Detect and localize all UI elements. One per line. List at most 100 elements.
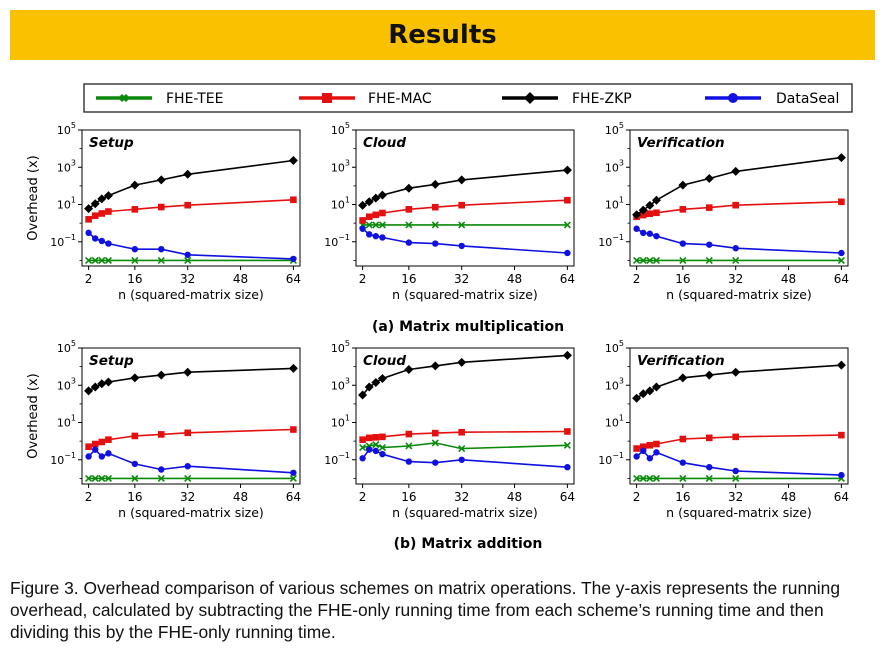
y-tick-label: 103	[331, 158, 350, 174]
x-tick-label: 48	[507, 490, 522, 504]
data-point	[365, 221, 373, 229]
data-point	[131, 256, 139, 264]
data-point	[653, 232, 660, 240]
series-dataseal	[633, 225, 845, 257]
data-point	[158, 245, 165, 253]
series-fhe-tee	[85, 474, 297, 482]
series-dataseal	[85, 229, 297, 263]
data-point	[290, 469, 297, 476]
data-point	[365, 213, 373, 221]
y-tick-label: 101	[605, 414, 624, 430]
data-point	[104, 474, 112, 482]
x-tick-label: 16	[127, 490, 142, 504]
x-tick-label: 16	[401, 272, 416, 286]
data-point	[632, 210, 642, 220]
data-point	[431, 221, 439, 229]
plot-frame	[81, 347, 301, 485]
data-point	[377, 374, 387, 384]
data-point	[704, 173, 714, 183]
x-tick-label: 32	[454, 490, 469, 504]
data-point	[359, 444, 367, 452]
data-point	[372, 211, 380, 219]
data-point	[653, 449, 660, 456]
data-point	[646, 441, 654, 449]
data-point	[652, 256, 660, 264]
series-line	[362, 169, 568, 207]
results-banner: Results	[10, 10, 875, 60]
x-tick-label: 64	[560, 272, 575, 286]
data-point	[646, 210, 654, 218]
data-point	[645, 200, 655, 210]
data-point	[679, 256, 687, 264]
data-point	[105, 436, 112, 443]
data-point	[105, 450, 112, 457]
data-point	[98, 438, 106, 446]
x-tick-label: 64	[286, 272, 301, 286]
data-point	[359, 217, 366, 224]
data-point	[732, 201, 739, 209]
data-point	[563, 441, 571, 449]
data-point	[97, 194, 107, 204]
panel-mult-verification: 105 103 101 10−1 2 16 32 48 64 n (squared-matrix …	[598, 121, 849, 302]
plot-frame	[355, 347, 575, 485]
data-point	[105, 240, 112, 247]
data-point	[633, 453, 640, 460]
data-point	[184, 251, 191, 258]
data-point	[156, 370, 166, 380]
y-tick-label: 101	[605, 196, 624, 212]
data-point	[653, 209, 660, 217]
series-fhe-zkp	[84, 156, 298, 214]
plot-frame	[355, 129, 575, 267]
data-point	[90, 199, 100, 209]
data-point	[288, 156, 298, 166]
y-axis-label: Overhead (x)	[26, 373, 41, 458]
panel-title: Setup	[89, 353, 134, 369]
data-point	[640, 229, 647, 237]
data-point	[652, 474, 660, 482]
data-point	[564, 196, 571, 204]
panel-title: Verification	[637, 353, 725, 369]
y-tick-label: 103	[331, 376, 350, 392]
data-point	[290, 196, 297, 204]
data-point	[98, 256, 106, 264]
data-point	[104, 256, 112, 264]
data-point	[431, 429, 439, 437]
y-tick-label: 103	[605, 158, 624, 174]
panel-mult-cloud: 105 103 101 10−1 2 16 32 48 64 n (squared-matrix …	[324, 121, 575, 302]
y-tick-label: 10−1	[598, 233, 624, 249]
data-point	[379, 234, 386, 241]
data-point	[85, 443, 92, 451]
data-point	[653, 440, 660, 448]
data-point	[405, 430, 413, 438]
data-point	[633, 225, 640, 232]
x-tick-label: 16	[401, 490, 416, 504]
data-point	[836, 360, 846, 370]
data-point	[358, 200, 368, 210]
data-point	[184, 429, 191, 437]
data-point	[183, 367, 193, 377]
data-point	[705, 474, 713, 482]
series-fhe-tee	[359, 439, 571, 453]
y-axis-label: Overhead (x)	[26, 155, 41, 240]
y-tick-label: 103	[605, 376, 624, 392]
plot-frame	[629, 129, 849, 267]
x-axis-label: n (squared-matrix size)	[392, 505, 538, 520]
data-point	[372, 447, 380, 455]
data-point	[458, 456, 465, 463]
data-point	[404, 365, 414, 375]
data-point	[103, 377, 113, 387]
data-point	[289, 474, 297, 482]
y-tick-label: 10−1	[50, 233, 76, 249]
y-tick-label: 105	[57, 121, 76, 137]
data-point	[379, 209, 386, 217]
data-point	[405, 458, 413, 465]
data-point	[651, 195, 661, 205]
data-point	[405, 206, 413, 213]
data-point	[366, 231, 373, 238]
panel-mult-setup: 105 103 101 10−1 2 16 32 48 64 n (squared-matrix …	[26, 121, 301, 302]
data-point	[679, 240, 687, 247]
data-point	[431, 439, 439, 447]
plot-frame	[81, 129, 301, 267]
data-point	[457, 357, 467, 367]
data-point	[92, 235, 99, 242]
